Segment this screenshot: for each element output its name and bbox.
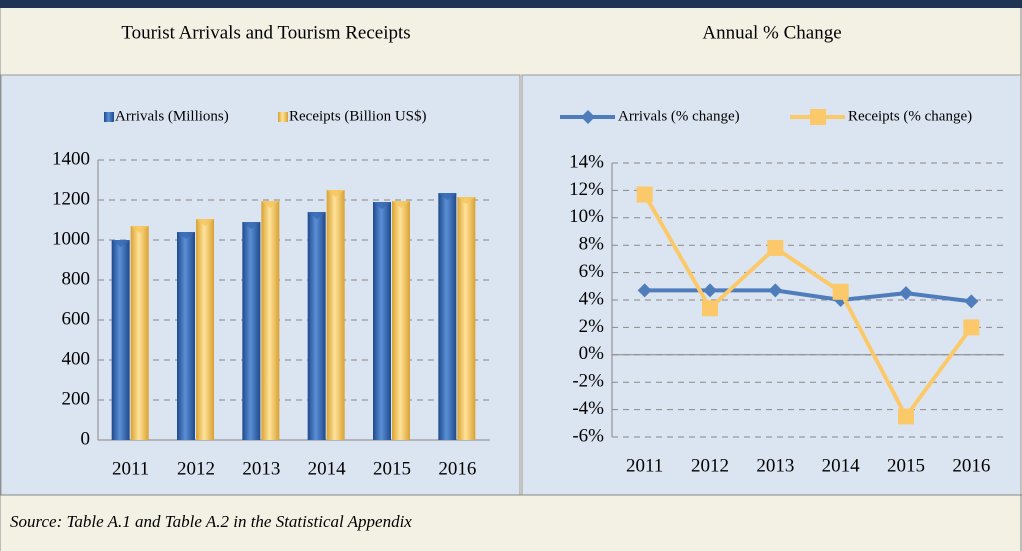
legend-label: Arrivals (% change) — [618, 108, 740, 124]
x-tick-label: 2013 — [242, 458, 280, 479]
point — [768, 283, 783, 298]
bar-cap — [177, 232, 195, 239]
left-panel — [0, 74, 521, 496]
point — [767, 239, 784, 256]
x-tick-label: 2011 — [112, 458, 149, 479]
bar-cap — [242, 222, 261, 229]
y-tick-label: -6% — [572, 425, 604, 446]
bar — [130, 226, 149, 440]
bar — [438, 193, 457, 440]
x-tick-label: 2011 — [626, 455, 663, 476]
bar-cap — [438, 193, 457, 200]
bar-cap — [326, 190, 345, 197]
y-tick-label: 600 — [62, 308, 91, 329]
y-tick-label: 1200 — [52, 188, 90, 209]
legend-marker — [810, 109, 826, 125]
x-tick-label: 2015 — [373, 458, 411, 479]
y-tick-label: 1400 — [52, 148, 90, 169]
bar — [307, 212, 326, 440]
bar-cap — [111, 240, 130, 247]
y-tick-label: 8% — [579, 234, 605, 255]
bar — [177, 232, 195, 440]
x-tick-label: 2013 — [756, 455, 794, 476]
y-tick-label: -2% — [572, 371, 604, 392]
point — [898, 408, 914, 425]
bar-cap — [457, 197, 476, 204]
y-tick-label: 400 — [62, 348, 91, 369]
bar-cap — [307, 212, 326, 219]
legend-marker — [581, 110, 595, 124]
x-tick-label: 2016 — [438, 458, 476, 479]
legend-label: Receipts (% change) — [848, 108, 972, 124]
legend-label: Arrivals (Millions) — [115, 108, 229, 124]
bar — [242, 222, 261, 440]
bar — [392, 201, 410, 440]
bar-cap — [261, 201, 280, 208]
bar-cap — [196, 219, 214, 226]
legend-label: Receipts (Billion US$) — [289, 108, 427, 124]
point — [899, 286, 913, 301]
legend-swatch — [278, 112, 288, 122]
point — [703, 283, 717, 298]
x-tick-label: 2016 — [952, 455, 990, 476]
bar-cap — [392, 201, 410, 208]
y-tick-label: 10% — [569, 206, 604, 227]
source-note: Source: Table A.1 and Table A.2 in the S… — [10, 512, 412, 531]
x-tick-label: 2012 — [691, 455, 729, 476]
y-tick-label: 2% — [579, 316, 605, 337]
y-tick-label: 12% — [569, 179, 604, 200]
x-tick-label: 2014 — [822, 455, 861, 476]
top-bar — [0, 0, 1022, 8]
bar-cap — [373, 202, 391, 209]
point — [637, 283, 652, 298]
y-tick-label: -4% — [572, 398, 604, 419]
point — [832, 283, 849, 300]
line — [642, 193, 973, 421]
y-tick-label: 0 — [81, 428, 91, 449]
bar — [196, 219, 214, 440]
y-tick-label: 14% — [569, 151, 604, 172]
point — [636, 186, 653, 203]
bar — [326, 190, 345, 440]
point — [963, 319, 980, 336]
y-tick-label: 0% — [579, 343, 605, 364]
y-tick-label: 4% — [579, 288, 605, 309]
point — [964, 294, 979, 309]
legend-swatch — [104, 112, 114, 122]
y-tick-label: 200 — [62, 388, 91, 409]
x-tick-label: 2014 — [308, 458, 347, 479]
y-tick-label: 800 — [62, 268, 91, 289]
x-tick-label: 2012 — [177, 458, 215, 479]
chart-title: Annual % Change — [702, 22, 841, 43]
bar-cap — [130, 226, 149, 233]
bar — [111, 240, 130, 440]
chart-title: Tourist Arrivals and Tourism Receipts — [121, 22, 410, 43]
point — [702, 300, 718, 317]
y-tick-label: 6% — [579, 261, 605, 282]
y-tick-label: 1000 — [52, 228, 90, 249]
x-tick-label: 2015 — [887, 455, 925, 476]
bar — [261, 201, 280, 440]
bar — [373, 202, 391, 440]
bar — [457, 197, 476, 440]
